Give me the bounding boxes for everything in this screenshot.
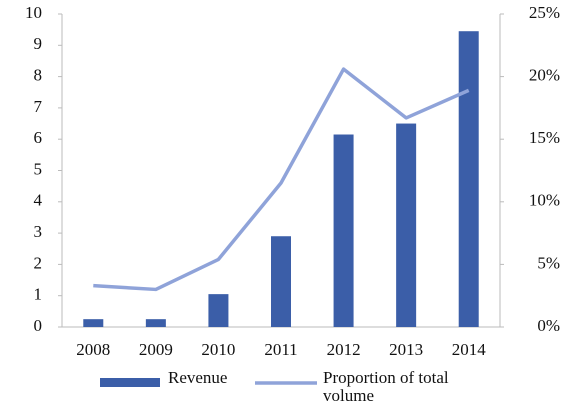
x-tick-label: 2009 <box>139 340 173 359</box>
y-tick-label: 4 <box>34 191 43 210</box>
x-tick-label: 2010 <box>201 340 235 359</box>
y2-tick-label: 5% <box>537 253 560 272</box>
y-tick-label: 7 <box>34 97 43 116</box>
y2-tick-label: 10% <box>529 191 560 210</box>
bar <box>83 319 104 327</box>
line <box>93 67 470 292</box>
x-tick-label: 2012 <box>327 340 361 359</box>
y2-tick-label: 0% <box>537 316 560 335</box>
y2-tick-label: 25% <box>529 3 560 22</box>
legend-label: Revenue <box>168 369 228 387</box>
bar <box>145 319 166 327</box>
x-tick-label: 2011 <box>264 340 297 359</box>
y-tick-label: 9 <box>34 34 43 53</box>
x-tick-label: 2013 <box>389 340 423 359</box>
y-tick-label: 3 <box>34 222 43 241</box>
y-tick-label: 10 <box>25 3 42 22</box>
x-tick-label: 2008 <box>76 340 110 359</box>
legend-item: Proportion of total volume <box>323 369 449 405</box>
y-tick-label: 6 <box>34 128 43 147</box>
bar <box>458 31 479 328</box>
y-tick-label: 5 <box>34 159 43 178</box>
y-tick-label: 8 <box>34 66 43 85</box>
bar <box>208 294 229 327</box>
y2-tick-label: 20% <box>529 66 560 85</box>
legend-swatch <box>100 378 160 387</box>
legend-item: Revenue <box>168 369 228 387</box>
y2-tick-label: 15% <box>529 128 560 147</box>
y-tick-label: 2 <box>34 253 43 272</box>
legend-label: Proportion of total volume <box>323 369 449 405</box>
y-tick-label: 0 <box>34 316 43 335</box>
bar <box>271 236 291 327</box>
bar <box>396 123 417 327</box>
x-tick-label: 2014 <box>452 340 487 359</box>
bar <box>333 134 354 327</box>
y-tick-label: 1 <box>34 285 43 304</box>
